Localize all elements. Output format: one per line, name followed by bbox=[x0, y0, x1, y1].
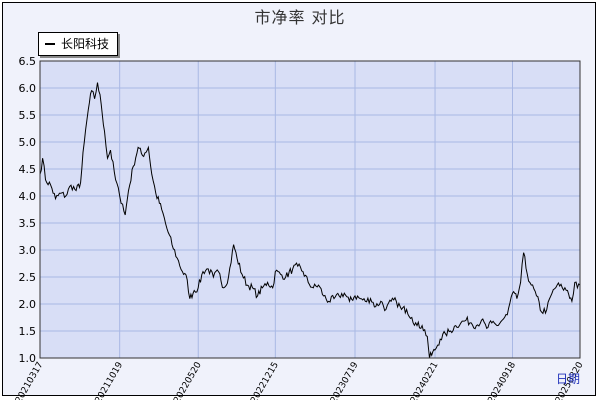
x-tick-label: 20221215 bbox=[249, 361, 281, 400]
legend-label: 长阳科技 bbox=[61, 37, 110, 51]
x-tick-label: 20240918 bbox=[487, 360, 519, 400]
y-tick-label: 1.0 bbox=[19, 352, 37, 365]
legend-swatch bbox=[45, 43, 55, 45]
x-tick-label: 20230719 bbox=[329, 360, 361, 400]
chart-title: 市净率 对比 bbox=[254, 8, 346, 27]
plot-area bbox=[40, 61, 580, 358]
y-tick-label: 2.5 bbox=[19, 271, 37, 284]
x-tick-label: 20240221 bbox=[409, 361, 441, 400]
y-tick-label: 5.0 bbox=[19, 136, 37, 149]
legend: 长阳科技 bbox=[38, 32, 119, 56]
plot-border bbox=[39, 60, 581, 359]
x-axis-label: 日期 bbox=[556, 372, 581, 386]
series-line-changyang bbox=[39, 82, 581, 359]
y-tick-label: 6.0 bbox=[19, 82, 37, 95]
x-tick-label: 20211019 bbox=[94, 360, 126, 400]
x-tick-label: 20220520 bbox=[172, 360, 204, 400]
y-tick-label: 4.5 bbox=[19, 163, 37, 176]
y-tick-label: 6.5 bbox=[19, 55, 37, 68]
y-tick-label: 4.0 bbox=[19, 190, 37, 203]
y-axis: 1.0 1.5 2.0 2.5 3.0 3.5 4.0 4.5 5.0 5.5 6.0 6.5 bbox=[19, 55, 37, 365]
x-axis: 20210317 20211019 20220520 20221215 20230719… bbox=[14, 360, 586, 400]
y-tick-label: 3.5 bbox=[19, 217, 37, 230]
y-tick-label: 1.5 bbox=[19, 325, 37, 338]
y-tick-label: 3.0 bbox=[19, 244, 37, 257]
x-tick-label: 20210317 bbox=[14, 361, 46, 400]
y-tick-label: 2.0 bbox=[19, 298, 37, 311]
y-tick-label: 5.5 bbox=[19, 109, 37, 122]
